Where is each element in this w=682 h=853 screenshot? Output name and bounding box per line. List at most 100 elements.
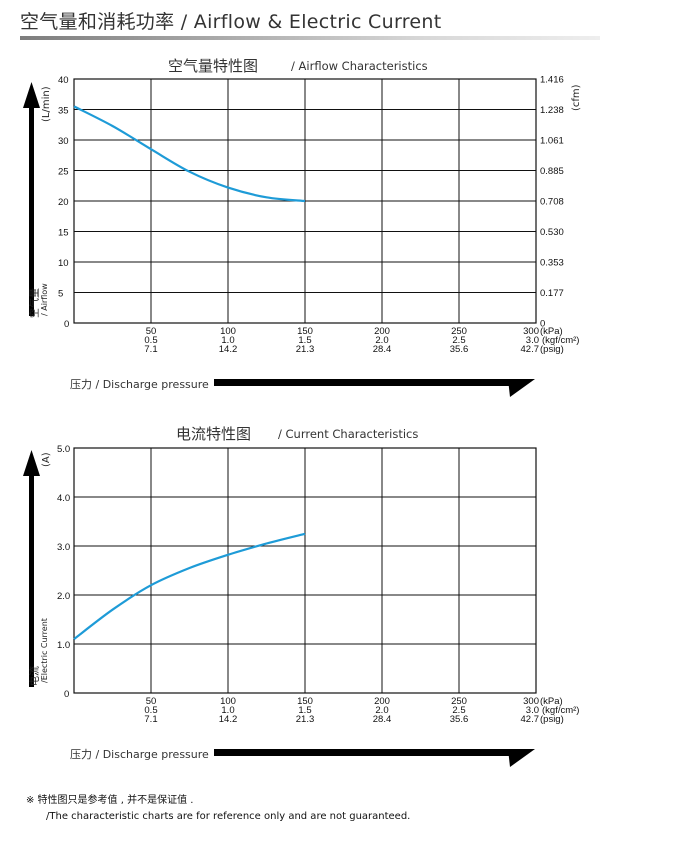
- y2-tick-label: 1.416: [540, 75, 564, 86]
- x-tick-psig: 21.3: [296, 714, 315, 725]
- current-y-ticks: 5.0 4.0 3.0 2.0 1.0 0: [57, 444, 70, 700]
- x-tick-psig: 35.6: [450, 714, 469, 725]
- note-zh: ※ 特性图只是参考值 , 并不是保证值 .: [26, 795, 194, 806]
- current-chart: 电流特性图 / Current Characteristics (A) 电流 /…: [23, 425, 579, 767]
- y-tick-label: 40: [58, 75, 69, 86]
- pressure-label: 压力 / Discharge pressure: [70, 748, 209, 761]
- x-tick-kpa: 300: [523, 696, 539, 707]
- x-tick-psig: 28.4: [373, 344, 392, 355]
- x-tick-kgf: 3.0: [526, 705, 539, 716]
- x-tick-kpa: 50: [146, 696, 157, 707]
- x-unit-kgf: (kgf/cm²): [542, 335, 579, 346]
- x-unit-psig: (psig): [540, 714, 564, 725]
- pressure-label: 压力 / Discharge pressure: [70, 378, 209, 391]
- y2-tick-label: 1.061: [540, 136, 564, 147]
- page-title: 空气量和消耗功率 / Airflow & Electric Current: [20, 11, 442, 33]
- note-en: /The characteristic charts are for refer…: [46, 811, 411, 822]
- y-axis-unit-label: (A): [41, 452, 52, 467]
- x-tick-psig: 14.2: [219, 344, 238, 355]
- x-tick-kpa: 50: [146, 326, 157, 337]
- x-tick-kgf: 2.0: [375, 705, 388, 716]
- y-axis-label-zh: 空气量: [28, 288, 41, 318]
- y-axis-label-zh: 电流: [28, 666, 41, 686]
- y-axis-label-en: / Airflow: [40, 283, 49, 316]
- y-tick-label: 30: [58, 136, 69, 147]
- pressure-arrow-head: [508, 749, 535, 767]
- x-tick-psig: 7.1: [144, 344, 157, 355]
- x-tick-psig: 7.1: [144, 714, 157, 725]
- current-curve: [73, 532, 306, 640]
- pressure-arrow-shaft: [214, 379, 514, 386]
- y-tick-label: 0: [64, 319, 69, 330]
- x-tick-kpa: 200: [374, 696, 390, 707]
- y-tick-label: 15: [58, 228, 69, 239]
- title-divider: [20, 36, 600, 40]
- x-unit-kpa: (kPa): [540, 326, 563, 337]
- x-tick-kpa: 300: [523, 326, 539, 337]
- airflow-chart: 空气量特性图 / Airflow Characteristics (L/min)…: [23, 57, 582, 397]
- y-tick-label: 0: [64, 689, 69, 700]
- chart-title: 空气量特性图: [168, 57, 258, 75]
- y-tick-label: 35: [58, 106, 69, 117]
- y-tick-label: 25: [58, 167, 69, 178]
- x-tick-psig: 14.2: [219, 714, 238, 725]
- y-axis-arrow-head: [23, 82, 40, 108]
- x-tick-psig: 21.3: [296, 344, 315, 355]
- y-tick-label: 4.0: [57, 493, 70, 504]
- x-tick-kgf: 1.5: [298, 335, 311, 346]
- y-tick-label: 1.0: [57, 640, 70, 651]
- current-grid: [73, 447, 537, 694]
- y-axis-arrow-head: [23, 450, 40, 476]
- x-tick-kgf: 1.0: [221, 705, 234, 716]
- x-tick-kgf: 0.5: [144, 335, 157, 346]
- x-tick-psig: 42.7: [521, 714, 540, 725]
- x-unit-kpa: (kPa): [540, 696, 563, 707]
- y-tick-label: 5.0: [57, 444, 70, 455]
- x-tick-kpa: 100: [220, 696, 236, 707]
- y2-tick-label: 0.530: [540, 227, 564, 238]
- y-tick-label: 10: [58, 258, 69, 269]
- x-tick-psig: 28.4: [373, 714, 392, 725]
- x-tick-kgf: 1.5: [298, 705, 311, 716]
- x-tick-psig: 42.7: [521, 344, 540, 355]
- y-tick-label: 5: [58, 289, 63, 300]
- y2-tick-label: 0.708: [540, 197, 564, 208]
- x-unit-kgf: (kgf/cm²): [542, 705, 579, 716]
- y2-tick-label: 0.353: [540, 258, 564, 269]
- disclaimer-note: ※ 特性图只是参考值 , 并不是保证值 . /The characteristi…: [26, 793, 410, 825]
- y2-tick-label: 0.885: [540, 166, 564, 177]
- y-axis-arrow-shaft: [29, 97, 34, 316]
- x-tick-kgf: 2.5: [452, 705, 465, 716]
- y2-tick-label: 0: [540, 319, 545, 330]
- airflow-y2-ticks: 1.416 1.238 1.061 0.885 0.708 0.530 0.353 0.177…: [540, 75, 564, 330]
- x-tick-kgf: 0.5: [144, 705, 157, 716]
- chart-title: 电流特性图: [176, 425, 251, 443]
- y-axis-arrow-shaft: [29, 465, 34, 687]
- y2-tick-label: 1.238: [540, 105, 564, 116]
- x-tick-kgf: 2.5: [452, 335, 465, 346]
- chart-title-en: / Airflow Characteristics: [291, 59, 428, 73]
- airflow-curve: [73, 105, 306, 203]
- pressure-arrow-shaft: [214, 749, 514, 756]
- x-tick-kpa: 150: [297, 326, 313, 337]
- x-tick-kgf: 2.0: [375, 335, 388, 346]
- y-tick-label: 3.0: [57, 542, 70, 553]
- x-unit-psig: (psig): [540, 344, 564, 355]
- y2-axis-unit-label: (cfm): [571, 84, 582, 111]
- airflow-y-ticks: 40 35 30 25 20 15 10 5 0: [58, 75, 69, 330]
- y-tick-label: 2.0: [57, 591, 70, 602]
- x-tick-kpa: 150: [297, 696, 313, 707]
- y2-tick-label: 0.177: [540, 288, 564, 299]
- pressure-arrow-head: [508, 379, 535, 397]
- x-tick-kpa: 250: [451, 696, 467, 707]
- x-tick-kpa: 200: [374, 326, 390, 337]
- y-axis-unit-label: (L/min): [41, 86, 52, 122]
- y-axis-label-en: /Electric Current: [40, 618, 49, 683]
- x-tick-kpa: 100: [220, 326, 236, 337]
- chart-title-en: / Current Characteristics: [278, 427, 418, 441]
- x-tick-kgf: 1.0: [221, 335, 234, 346]
- x-tick-psig: 35.6: [450, 344, 469, 355]
- y-tick-label: 20: [58, 197, 69, 208]
